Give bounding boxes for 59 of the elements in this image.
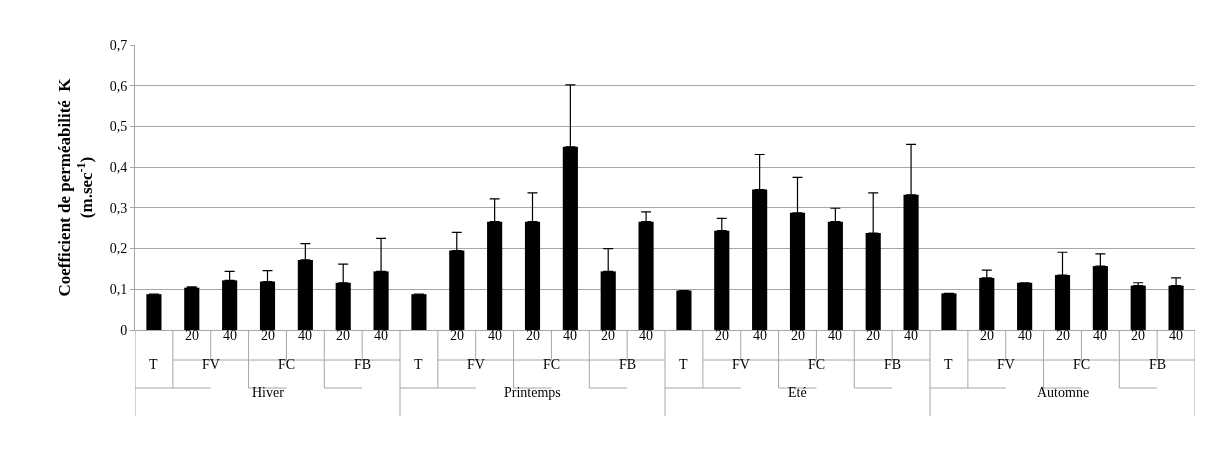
category-label: T <box>149 357 158 372</box>
category-label: FV <box>997 357 1015 372</box>
category-label: 40 <box>1018 328 1032 343</box>
category-label: 40 <box>488 328 502 343</box>
category-label: 40 <box>753 328 767 343</box>
category-label: FC <box>278 357 296 372</box>
category-label: 40 <box>223 328 237 343</box>
category-label: 20 <box>261 328 275 343</box>
category-label: FV <box>732 357 750 372</box>
category-label: FV <box>467 357 485 372</box>
category-label: 20 <box>1056 328 1070 343</box>
bar <box>146 294 162 330</box>
bar <box>184 287 200 330</box>
category-label: 40 <box>828 328 842 343</box>
category-label: 20 <box>185 328 199 343</box>
category-label: FC <box>808 357 826 372</box>
category-label: FB <box>1149 357 1167 372</box>
bar <box>1017 282 1033 330</box>
category-label: 20 <box>980 328 994 343</box>
category-label: FV <box>202 357 220 372</box>
category-label: FC <box>543 357 561 372</box>
category-label: 40 <box>1093 328 1107 343</box>
y-tick-label: 0 <box>120 322 128 338</box>
y-tick-label: 0,3 <box>109 200 128 216</box>
category-label: 40 <box>298 328 312 343</box>
category-label: 20 <box>450 328 464 343</box>
category-label: 20 <box>791 328 805 343</box>
category-label: 40 <box>563 328 577 343</box>
category-label: FC <box>1073 357 1091 372</box>
category-label: T <box>414 357 423 372</box>
y-tick-label: 0,1 <box>109 282 128 298</box>
category-label: Hiver <box>252 385 284 400</box>
category-label: FB <box>884 357 902 372</box>
category-label: 20 <box>336 328 350 343</box>
category-label: 20 <box>526 328 540 343</box>
y-tick-label: 0,7 <box>109 37 128 53</box>
category-label: 40 <box>374 328 388 343</box>
y-tick-label: 0,2 <box>109 241 128 257</box>
y-tick-label: 0,5 <box>109 119 128 135</box>
category-label: FB <box>619 357 637 372</box>
category-label: FB <box>354 357 372 372</box>
bar <box>941 293 957 330</box>
category-label: T <box>679 357 688 372</box>
category-label: Eté <box>788 385 807 400</box>
category-label: T <box>944 357 953 372</box>
y-tick-label: 0,4 <box>109 160 128 176</box>
category-label: 40 <box>639 328 653 343</box>
category-label: 40 <box>1169 328 1183 343</box>
bar <box>411 294 427 330</box>
category-label: 20 <box>715 328 729 343</box>
category-label: 20 <box>1131 328 1145 343</box>
category-label: Printemps <box>504 385 561 400</box>
category-label: 20 <box>601 328 615 343</box>
y-tick-label: 0,6 <box>109 78 128 94</box>
category-label: 40 <box>904 328 918 343</box>
category-label: Automne <box>1037 385 1090 400</box>
bar <box>1130 285 1146 330</box>
category-label: 20 <box>866 328 880 343</box>
bar <box>676 290 692 330</box>
